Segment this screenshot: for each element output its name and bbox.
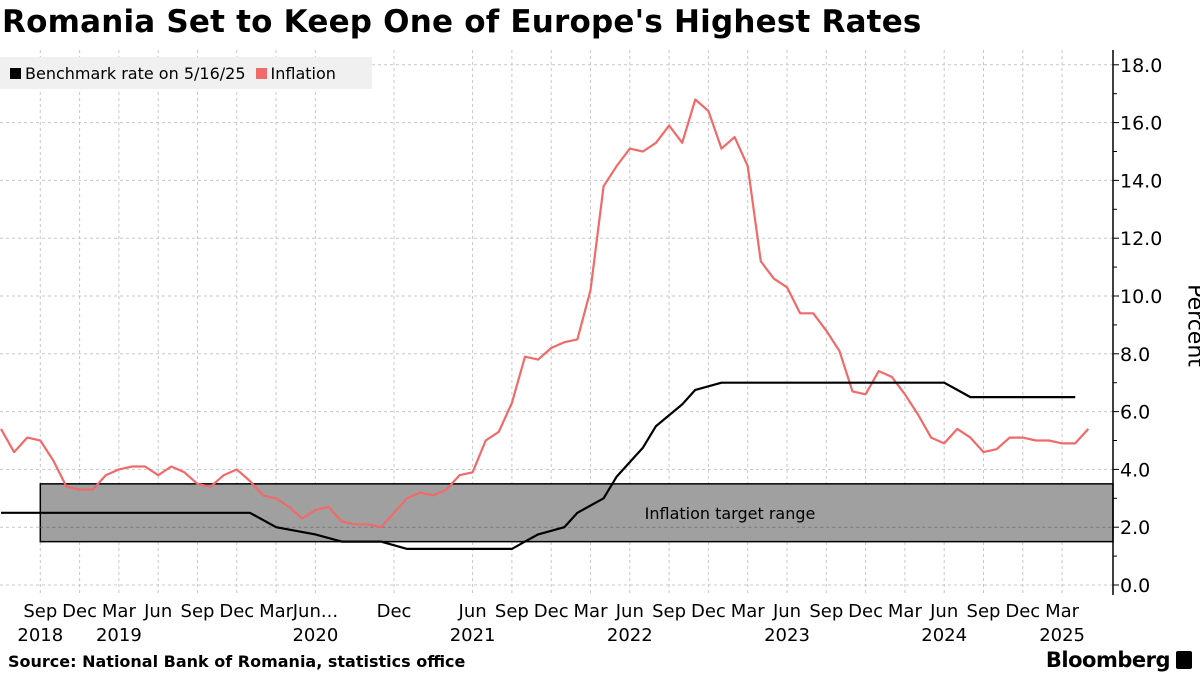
x-tick-label: Mar xyxy=(574,601,609,622)
x-year-label: 2018 xyxy=(17,625,63,646)
y-tick-label: 12.0 xyxy=(1120,228,1162,250)
y-tick-label: 14.0 xyxy=(1120,170,1162,192)
x-year-label: 2020 xyxy=(292,625,338,646)
x-tick-label: Mar xyxy=(102,601,137,622)
x-tick-label: Mar xyxy=(731,601,766,622)
legend-label: Benchmark rate on 5/16/25 xyxy=(25,63,246,83)
x-tick-label: Dec xyxy=(848,601,883,622)
x-tick-label: Sep xyxy=(967,601,1001,622)
terminal-icon xyxy=(1176,651,1192,669)
x-year-label: 2023 xyxy=(764,625,810,646)
x-tick-label: Sep xyxy=(809,601,843,622)
y-tick-label: 6.0 xyxy=(1120,402,1150,424)
x-tick-label: Dec xyxy=(377,601,412,622)
x-year-label: 2024 xyxy=(921,625,967,646)
x-tick-label: Jun xyxy=(143,601,172,622)
x-tick-label: Dec xyxy=(219,601,254,622)
y-tick-label: 16.0 xyxy=(1120,113,1162,135)
y-tick-label: 0.0 xyxy=(1120,575,1150,597)
y-tick-label: 4.0 xyxy=(1120,459,1150,481)
x-tick-label: Dec xyxy=(1005,601,1040,622)
x-tick-label: Mar xyxy=(1045,601,1080,622)
x-tick-label: Jun xyxy=(458,601,487,622)
x-tick-label: Dec xyxy=(534,601,569,622)
chart-title: Romania Set to Keep One of Europe's High… xyxy=(2,4,922,40)
series-line-benchmark-rate-on-5-16-25 xyxy=(1,381,1076,551)
legend-swatch xyxy=(10,67,21,79)
source-note: Source: National Bank of Romania, statis… xyxy=(8,652,466,671)
x-tick-label: Mar xyxy=(259,601,294,622)
x-tick-label: Jun xyxy=(615,601,644,622)
legend-item-inflation: Inflation xyxy=(255,63,336,83)
legend: Benchmark rate on 5/16/25 Inflation xyxy=(0,57,372,89)
x-year-label: 2019 xyxy=(96,625,142,646)
series-line-inflation xyxy=(0,98,1090,529)
x-tick-label: Jun... xyxy=(292,601,338,622)
x-tick-label: Dec xyxy=(62,601,97,622)
y-tick-label: 8.0 xyxy=(1120,344,1150,366)
series-lines xyxy=(0,98,1090,551)
y-tick-label: 10.0 xyxy=(1120,286,1162,308)
x-tick-label: Sep xyxy=(652,601,686,622)
target-band-label: Inflation target range xyxy=(645,504,816,523)
y-axis: 0.0 2.0 4.0 6.0 8.0 10.0 12.0 14.0 16.0 18.0 xyxy=(1112,50,1162,597)
y-tick-label: 18.0 xyxy=(1120,55,1162,77)
brand-text: Bloomberg xyxy=(1045,648,1171,672)
legend-swatch xyxy=(255,67,267,79)
x-tick-label: Dec xyxy=(691,601,726,622)
y-axis-label: Percent xyxy=(1182,284,1200,367)
x-tick-label: Sep xyxy=(495,601,529,622)
x-year-label: 2025 xyxy=(1039,625,1085,646)
legend-item-benchmark: Benchmark rate on 5/16/25 xyxy=(10,64,246,83)
x-tick-label: Jun xyxy=(772,601,801,622)
grid xyxy=(0,50,1113,595)
x-tick-label: Jun xyxy=(929,601,958,622)
x-year-label: 2021 xyxy=(450,625,496,646)
legend-label: Inflation xyxy=(270,63,336,83)
x-tick-label: Sep xyxy=(181,601,215,622)
bloomberg-logo: Bloomberg xyxy=(1046,648,1192,672)
x-tick-label: Sep xyxy=(23,601,57,622)
x-tick-label: Mar xyxy=(888,601,923,622)
x-year-label: 2022 xyxy=(607,625,653,646)
y-tick-label: 2.0 xyxy=(1120,517,1150,539)
